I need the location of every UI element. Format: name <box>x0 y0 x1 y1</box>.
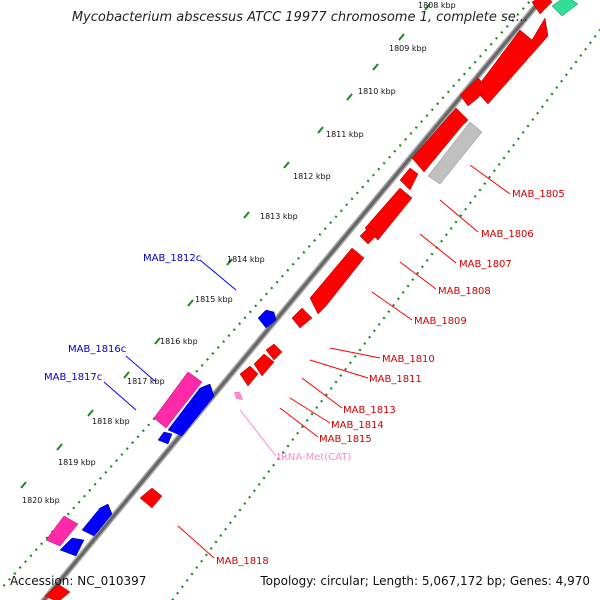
gene-mab-1809 <box>359 225 379 245</box>
kbp-label-1813: 1813 kbp <box>260 212 298 221</box>
gene-label-mab-1816c: MAB_1816c <box>68 344 126 355</box>
gene-label-mab-1809: MAB_1809 <box>414 316 467 327</box>
gene-label-mab-1807: MAB_1807 <box>459 259 512 270</box>
kbp-label-1817: 1817 kbp <box>127 377 165 386</box>
right-leader-lines <box>177 164 511 559</box>
magenta-feature-upper <box>153 371 203 429</box>
inner-dotted-ring <box>171 28 600 600</box>
magenta-feature-lower <box>45 515 79 547</box>
kbp-label-1811: 1811 kbp <box>326 130 364 139</box>
kbp-label-1809: 1809 kbp <box>389 44 427 53</box>
trna-leader-line <box>239 409 277 457</box>
gene-label-trna-met: tRNA-Met(CAT) <box>277 452 351 463</box>
forward-genes <box>44 0 553 600</box>
kbp-label-1812: 1812 kbp <box>293 172 331 181</box>
right-gene-labels: MAB_1805 MAB_1806 MAB_1807 MAB_1808 MAB_… <box>216 189 565 567</box>
gene-label-mab-1814: MAB_1814 <box>331 420 384 431</box>
gene-label-mab-1811: MAB_1811 <box>369 374 422 385</box>
gene-mab-1804 <box>474 17 549 105</box>
gene-mab-1811 <box>291 307 313 329</box>
gene-mab-1805-arrow <box>459 77 487 107</box>
gene-mab-1818 <box>139 487 163 509</box>
trna-met-feature <box>234 392 243 400</box>
gene-label-mab-1805: MAB_1805 <box>512 189 565 200</box>
left-gene-labels: MAB_1812c MAB_1816c MAB_1817c <box>44 253 201 383</box>
gene-bottom-red <box>44 583 71 600</box>
gene-label-mab-1812c: MAB_1812c <box>143 253 201 264</box>
gene-mab-1810 <box>309 247 365 315</box>
kbp-label-1814: 1814 kbp <box>227 255 265 264</box>
summary-text: Topology: circular; Length: 5,067,172 bp… <box>260 574 590 588</box>
gene-mab-1812c <box>257 309 277 329</box>
gene-label-mab-1815: MAB_1815 <box>319 434 372 445</box>
gene-top-red <box>531 0 553 15</box>
outer-dotted-ring <box>0 0 533 591</box>
gene-blue-lower-1 <box>81 503 113 537</box>
map-title: Mycobacterium abscessus ATCC 19977 chrom… <box>71 10 529 25</box>
gene-mab-1816c <box>167 383 215 437</box>
kbp-label-1815: 1815 kbp <box>195 295 233 304</box>
gene-mab-1817c <box>157 431 173 445</box>
pseudogene-mab-1805 <box>427 121 483 185</box>
gene-label-mab-1817c: MAB_1817c <box>44 372 102 383</box>
kbp-label-1816: 1816 kbp <box>160 337 198 346</box>
kbp-tick-marks <box>20 3 431 489</box>
kbp-labels: 1808 kbp 1809 kbp 1810 kbp 1811 kbp 1812… <box>22 1 456 505</box>
kbp-label-1818: 1818 kbp <box>92 417 130 426</box>
gene-mab-1806 <box>411 107 469 173</box>
gene-label-mab-1813: MAB_1813 <box>343 405 396 416</box>
gene-mab-1813 <box>265 343 283 361</box>
gene-mab-1814 <box>253 353 275 377</box>
gene-label-mab-1806: MAB_1806 <box>481 229 534 240</box>
reverse-genes <box>59 309 277 557</box>
accession-text: Accession: NC_010397 <box>10 574 147 588</box>
gene-mab-1815 <box>239 365 259 387</box>
left-leader-lines <box>103 259 237 411</box>
gene-mab-1807 <box>399 167 419 191</box>
gene-label-mab-1818: MAB_1818 <box>216 556 269 567</box>
gene-label-mab-1810: MAB_1810 <box>382 354 435 365</box>
kbp-label-1808: 1808 kbp <box>418 1 456 10</box>
kbp-label-1810: 1810 kbp <box>358 87 396 96</box>
magenta-features <box>45 371 203 547</box>
kbp-label-1819: 1819 kbp <box>58 458 96 467</box>
backbone <box>42 0 543 600</box>
gene-blue-lower-2 <box>59 537 85 557</box>
gene-label-mab-1808: MAB_1808 <box>438 286 491 297</box>
teal-feature <box>551 0 579 17</box>
kbp-label-1820: 1820 kbp <box>22 496 60 505</box>
